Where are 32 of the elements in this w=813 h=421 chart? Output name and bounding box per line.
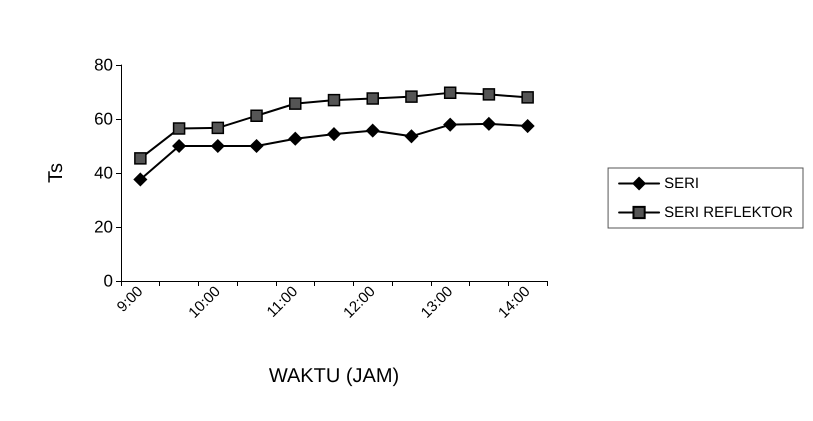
y-tick-label: 0	[104, 272, 113, 290]
point	[250, 139, 264, 153]
point	[443, 118, 457, 132]
point	[250, 110, 263, 122]
point	[482, 88, 496, 101]
point	[172, 139, 186, 153]
y-axis-title: Ts	[45, 163, 67, 183]
legend-label: SERI REFLEKTOR	[664, 204, 794, 221]
point	[289, 97, 302, 110]
y-tick-label: 60	[94, 110, 113, 128]
point	[328, 94, 340, 106]
point	[211, 139, 225, 153]
y-tick-label: 40	[94, 164, 113, 182]
legend-label: SERI	[664, 175, 700, 192]
point	[366, 124, 380, 138]
point	[212, 122, 224, 134]
point	[520, 119, 534, 133]
point	[482, 117, 496, 131]
y-tick-label: 20	[94, 218, 113, 236]
x-axis-title: WAKTU (JAM)	[268, 365, 400, 387]
point	[521, 91, 534, 104]
point	[134, 152, 147, 165]
point	[444, 86, 456, 100]
point	[404, 130, 418, 144]
x-tick-label: 9:00	[114, 282, 146, 316]
point	[405, 90, 418, 103]
point	[134, 172, 148, 186]
point	[288, 132, 302, 146]
y-tick-label: 80	[94, 56, 113, 74]
point	[172, 122, 186, 135]
point	[366, 92, 379, 105]
point	[327, 127, 341, 141]
